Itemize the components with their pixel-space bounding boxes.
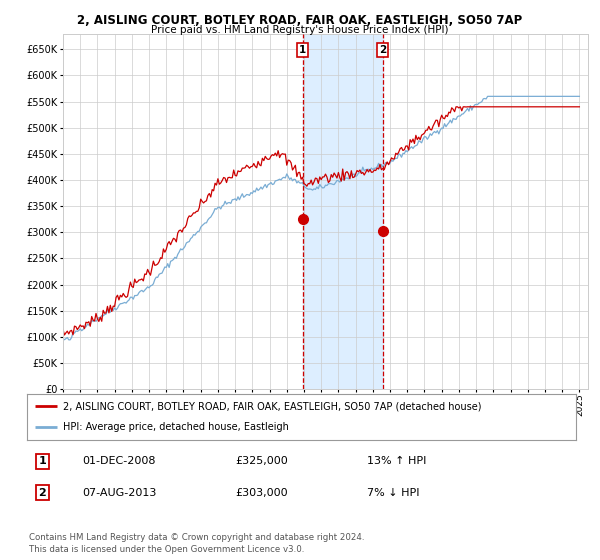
Text: £303,000: £303,000	[236, 488, 288, 498]
Text: 2: 2	[379, 45, 386, 55]
Text: 2, AISLING COURT, BOTLEY ROAD, FAIR OAK, EASTLEIGH, SO50 7AP: 2, AISLING COURT, BOTLEY ROAD, FAIR OAK,…	[77, 14, 523, 27]
Text: 07-AUG-2013: 07-AUG-2013	[82, 488, 156, 498]
Text: 1: 1	[299, 45, 306, 55]
Text: 7% ↓ HPI: 7% ↓ HPI	[367, 488, 420, 498]
Text: 2: 2	[38, 488, 46, 498]
Text: HPI: Average price, detached house, Eastleigh: HPI: Average price, detached house, East…	[62, 422, 289, 432]
Text: 01-DEC-2008: 01-DEC-2008	[82, 456, 155, 466]
Text: 13% ↑ HPI: 13% ↑ HPI	[367, 456, 427, 466]
Text: £325,000: £325,000	[236, 456, 289, 466]
Text: 1: 1	[38, 456, 46, 466]
Text: 2, AISLING COURT, BOTLEY ROAD, FAIR OAK, EASTLEIGH, SO50 7AP (detached house): 2, AISLING COURT, BOTLEY ROAD, FAIR OAK,…	[62, 401, 481, 411]
Text: Contains HM Land Registry data © Crown copyright and database right 2024.
This d: Contains HM Land Registry data © Crown c…	[29, 533, 364, 554]
Text: Price paid vs. HM Land Registry's House Price Index (HPI): Price paid vs. HM Land Registry's House …	[151, 25, 449, 35]
Bar	[302, 34, 383, 389]
